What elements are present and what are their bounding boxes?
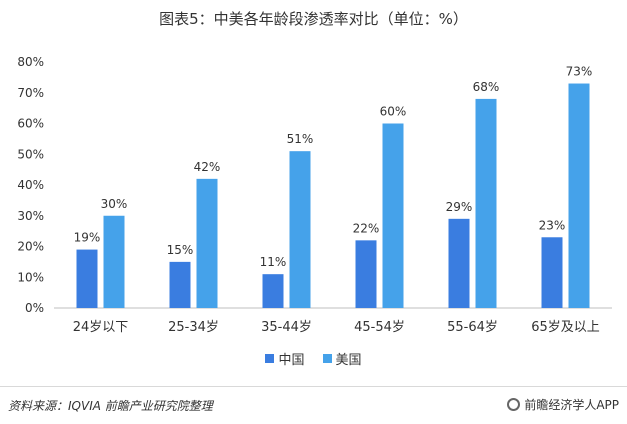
bar-china	[169, 261, 191, 308]
data-label: 15%	[167, 243, 194, 257]
data-label: 30%	[101, 197, 128, 211]
legend-label-china: 中国	[278, 353, 305, 368]
y-tick-label: 40%	[17, 178, 44, 192]
footer-divider	[0, 386, 627, 387]
brand-name: 前瞻经济学人APP	[524, 398, 619, 412]
brand-credit: 前瞻经济学人APP	[507, 396, 619, 413]
bar-usa	[475, 98, 497, 309]
bar-usa	[103, 215, 125, 308]
x-tick-label: 65岁及以上	[531, 320, 600, 335]
bar-usa	[568, 83, 590, 309]
x-tick-label: 24岁以下	[73, 320, 129, 335]
brand-logo-icon	[507, 398, 521, 411]
y-tick-label: 70%	[17, 86, 44, 100]
y-tick-label: 30%	[17, 209, 44, 223]
data-label: 11%	[260, 255, 287, 269]
y-tick-label: 60%	[17, 117, 44, 131]
bar-usa	[382, 123, 404, 308]
data-label: 23%	[539, 218, 566, 232]
data-label: 42%	[194, 160, 221, 174]
legend: 中国 美国	[0, 349, 627, 368]
legend-swatch-china	[265, 354, 275, 363]
bar-usa	[196, 178, 218, 308]
data-label: 60%	[380, 105, 407, 119]
y-tick-label: 0%	[25, 301, 44, 315]
bar-china	[541, 237, 563, 308]
y-tick-label: 50%	[17, 147, 44, 161]
data-label: 19%	[74, 231, 101, 245]
y-tick-label: 80%	[17, 55, 44, 69]
x-tick-label: 35-44岁	[261, 320, 312, 335]
data-label: 68%	[473, 80, 500, 94]
bar-china	[448, 218, 470, 308]
data-label: 73%	[566, 65, 593, 79]
x-tick-label: 25-34岁	[168, 320, 219, 335]
data-label: 51%	[287, 132, 314, 146]
legend-label-usa: 美国	[335, 353, 362, 368]
bar-china	[355, 240, 377, 308]
legend-swatch-usa	[322, 354, 332, 363]
legend-item-china: 中国	[265, 349, 305, 368]
x-tick-label: 55-64岁	[447, 320, 498, 335]
bar-usa	[289, 151, 311, 308]
bar-china	[262, 274, 284, 308]
data-label: 22%	[353, 221, 380, 235]
bar-china	[76, 249, 98, 308]
y-tick-label: 10%	[17, 270, 44, 284]
x-tick-label: 45-54岁	[354, 320, 405, 335]
chart-title: 图表5：中美各年龄段渗透率对比（单位：%）	[159, 10, 468, 28]
legend-item-usa: 美国	[322, 349, 362, 368]
bar-chart: 0% 10% 20% 30% 40% 50% 60% 70% 80% 24岁以下 19% 30% 25-…	[17, 55, 612, 335]
y-tick-label: 20%	[17, 240, 44, 254]
data-label: 29%	[446, 200, 473, 214]
source-note: 资料来源：IQVIA 前瞻产业研究院整理	[8, 399, 213, 413]
